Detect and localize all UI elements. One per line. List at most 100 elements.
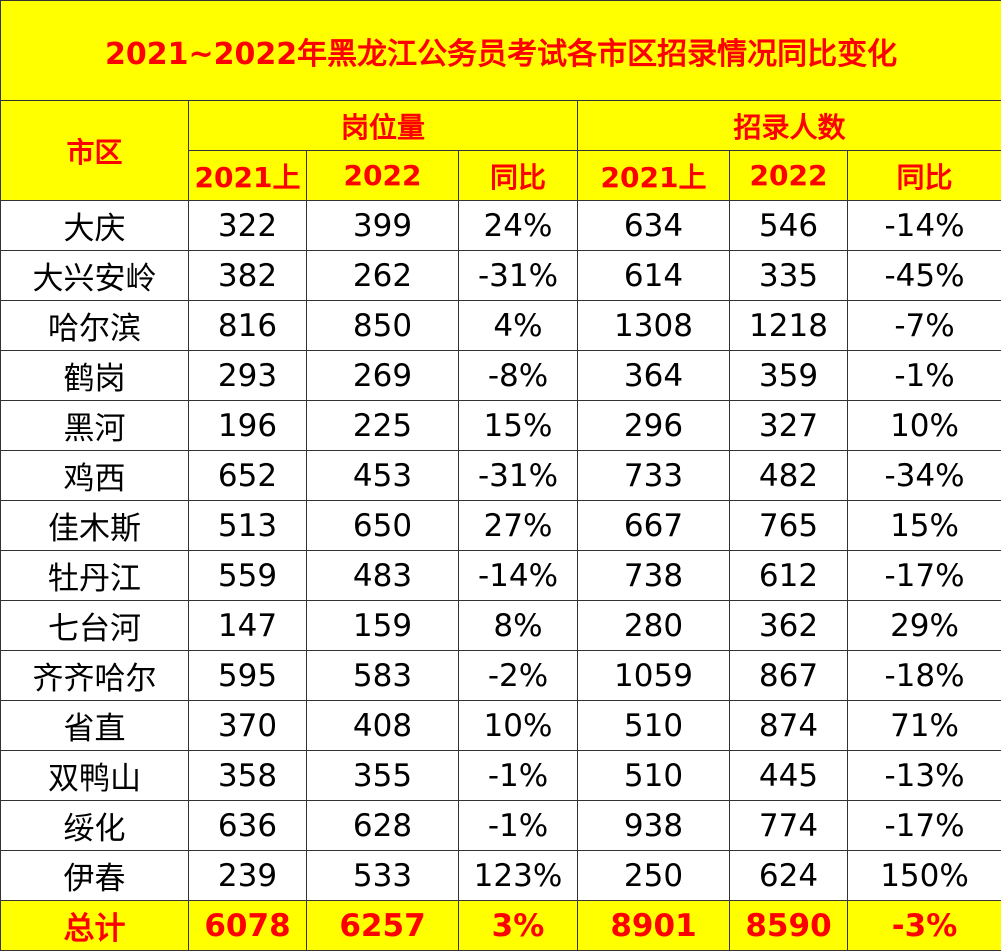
region-cell: 黑河	[0, 400, 189, 451]
positions-2022-cell: 583	[306, 650, 459, 701]
region-cell: 七台河	[0, 600, 189, 651]
hires-2021-cell: 364	[577, 350, 730, 401]
table-row: 鸡西 652 453 -31% 733 482 -34%	[0, 450, 1001, 501]
hires-2021-cell: 1308	[577, 300, 730, 351]
hires-yoy-cell: 15%	[846, 500, 1001, 551]
positions-2021-cell: 293	[188, 350, 307, 401]
hires-2022-cell: 482	[729, 450, 848, 501]
hires-2022-cell: 874	[729, 700, 848, 751]
total-positions-2022-cell: 6257	[306, 900, 459, 951]
hires-2022-cell: 445	[729, 750, 848, 801]
positions-2021-cell: 370	[188, 700, 307, 751]
positions-group-header: 岗位量	[188, 100, 578, 151]
positions-yoy-cell: 15%	[458, 400, 578, 451]
region-cell: 鹤岗	[0, 350, 189, 401]
positions-2021-cell: 559	[188, 550, 307, 601]
positions-yoy-header: 同比	[458, 150, 578, 201]
hires-2021-cell: 738	[577, 550, 730, 601]
region-cell: 哈尔滨	[0, 300, 189, 351]
hires-yoy-cell: -18%	[846, 650, 1001, 701]
region-cell: 佳木斯	[0, 500, 189, 551]
total-hires-2021-cell: 8901	[577, 900, 730, 951]
total-row: 总计 6078 6257 3% 8901 8590 -3%	[0, 900, 1001, 951]
positions-2022-cell: 399	[306, 200, 459, 251]
region-cell: 伊春	[0, 850, 189, 901]
positions-yoy-cell: -14%	[458, 550, 578, 601]
positions-2022-cell: 650	[306, 500, 459, 551]
positions-yoy-cell: 27%	[458, 500, 578, 551]
positions-yoy-cell: -1%	[458, 750, 578, 801]
table-row: 伊春 239 533 123% 250 624 150%	[0, 850, 1001, 901]
positions-2021-cell: 636	[188, 800, 307, 851]
positions-yoy-cell: 4%	[458, 300, 578, 351]
positions-2021-cell: 816	[188, 300, 307, 351]
hires-2021-cell: 733	[577, 450, 730, 501]
hires-2022-header: 2022	[729, 150, 848, 201]
table-title: 2021~2022年黑龙江公务员考试各市区招录情况同比变化	[0, 0, 1001, 101]
positions-yoy-cell: -8%	[458, 350, 578, 401]
hires-2022-cell: 362	[729, 600, 848, 651]
hires-2022-cell: 359	[729, 350, 848, 401]
region-cell: 鸡西	[0, 450, 189, 501]
hires-2021-cell: 250	[577, 850, 730, 901]
table-row: 黑河 196 225 15% 296 327 10%	[0, 400, 1001, 451]
positions-yoy-cell: 10%	[458, 700, 578, 751]
hires-yoy-cell: -13%	[846, 750, 1001, 801]
total-hires-yoy-cell: -3%	[846, 900, 1001, 951]
positions-yoy-cell: 123%	[458, 850, 578, 901]
total-positions-yoy-cell: 3%	[458, 900, 578, 951]
hires-yoy-cell: 71%	[846, 700, 1001, 751]
hires-2021-header: 2021上	[577, 150, 730, 201]
hires-2021-cell: 280	[577, 600, 730, 651]
hires-group-header: 招录人数	[576, 100, 1001, 151]
table-row: 齐齐哈尔 595 583 -2% 1059 867 -18%	[0, 650, 1001, 701]
table-row: 鹤岗 293 269 -8% 364 359 -1%	[0, 350, 1001, 401]
hires-yoy-cell: -1%	[846, 350, 1001, 401]
positions-2022-header: 2022	[306, 150, 459, 201]
positions-2021-cell: 652	[188, 450, 307, 501]
hires-2022-cell: 774	[729, 800, 848, 851]
hires-2021-cell: 510	[577, 700, 730, 751]
positions-2021-cell: 513	[188, 500, 307, 551]
positions-2021-cell: 147	[188, 600, 307, 651]
hires-2021-cell: 938	[577, 800, 730, 851]
total-hires-2022-cell: 8590	[729, 900, 848, 951]
region-cell: 双鸭山	[0, 750, 189, 801]
table-row: 佳木斯 513 650 27% 667 765 15%	[0, 500, 1001, 551]
hires-2021-cell: 614	[577, 250, 730, 301]
positions-2021-cell: 358	[188, 750, 307, 801]
positions-2022-cell: 628	[306, 800, 459, 851]
positions-yoy-cell: -2%	[458, 650, 578, 701]
hires-yoy-cell: -7%	[846, 300, 1001, 351]
positions-2022-cell: 408	[306, 700, 459, 751]
positions-2022-cell: 159	[306, 600, 459, 651]
hires-2022-cell: 1218	[729, 300, 848, 351]
positions-yoy-cell: -31%	[458, 450, 578, 501]
region-cell: 绥化	[0, 800, 189, 851]
table-row: 哈尔滨 816 850 4% 1308 1218 -7%	[0, 300, 1001, 351]
hires-2022-cell: 867	[729, 650, 848, 701]
table-row: 绥化 636 628 -1% 938 774 -17%	[0, 800, 1001, 851]
hires-2021-cell: 296	[577, 400, 730, 451]
positions-2021-cell: 322	[188, 200, 307, 251]
table-row: 省直 370 408 10% 510 874 71%	[0, 700, 1001, 751]
hires-2021-cell: 667	[577, 500, 730, 551]
positions-2022-cell: 225	[306, 400, 459, 451]
region-cell: 省直	[0, 700, 189, 751]
total-positions-2021-cell: 6078	[188, 900, 307, 951]
hires-yoy-cell: -17%	[846, 800, 1001, 851]
hires-yoy-cell: 29%	[846, 600, 1001, 651]
hires-2021-cell: 510	[577, 750, 730, 801]
table-row: 牡丹江 559 483 -14% 738 612 -17%	[0, 550, 1001, 601]
table-row: 七台河 147 159 8% 280 362 29%	[0, 600, 1001, 651]
region-cell: 大庆	[0, 200, 189, 251]
total-region-cell: 总计	[0, 900, 189, 951]
positions-2022-cell: 269	[306, 350, 459, 401]
positions-2021-cell: 595	[188, 650, 307, 701]
region-cell: 牡丹江	[0, 550, 189, 601]
positions-2022-cell: 483	[306, 550, 459, 601]
table-row: 大庆 322 399 24% 634 546 -14%	[0, 200, 1001, 251]
hires-yoy-cell: -17%	[846, 550, 1001, 601]
positions-2022-cell: 262	[306, 250, 459, 301]
